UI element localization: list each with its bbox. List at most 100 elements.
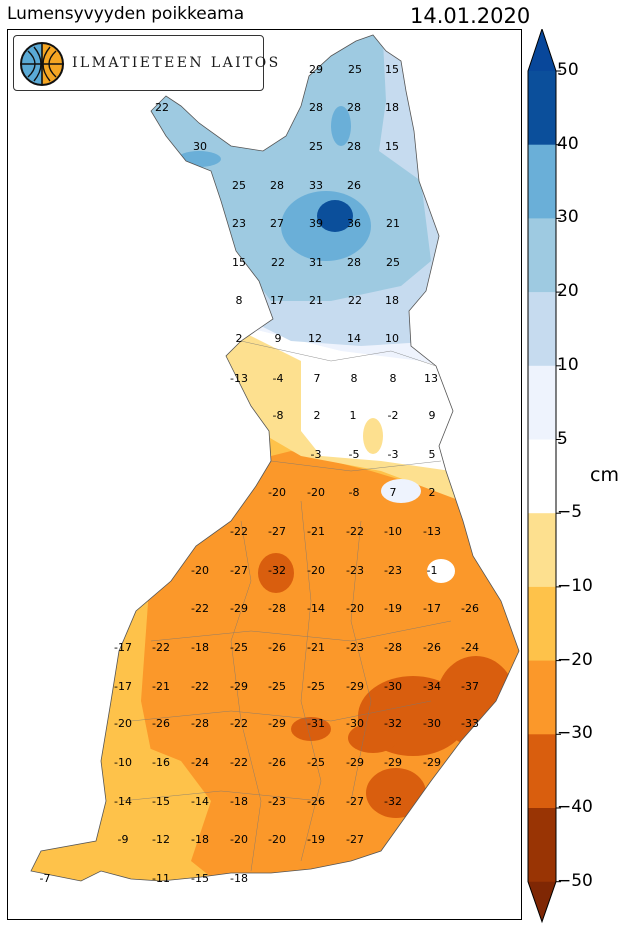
station-value: -29 — [384, 756, 402, 769]
station-value: -30 — [346, 717, 364, 730]
station-value: -18 — [191, 833, 209, 846]
colorbar-tick-label: −20 — [557, 649, 593, 670]
station-value: -29 — [268, 717, 286, 730]
station-value: -28 — [384, 641, 402, 654]
colorbar-segment — [528, 513, 556, 588]
station-value: 5 — [429, 448, 436, 461]
station-value: -31 — [307, 717, 325, 730]
station-value: 14 — [347, 332, 361, 345]
station-value: 12 — [308, 332, 322, 345]
station-value: -23 — [268, 795, 286, 808]
station-value: -20 — [268, 486, 286, 499]
station-value: -3 — [311, 448, 322, 461]
station-value: -23 — [346, 564, 364, 577]
station-value: 22 — [155, 101, 169, 114]
station-value: 28 — [347, 101, 361, 114]
station-value: -2 — [388, 409, 399, 422]
map-date: 14.01.2020 — [410, 4, 531, 28]
colorbar-segment — [528, 439, 556, 514]
station-value: 2 — [314, 409, 321, 422]
station-value: 25 — [348, 63, 362, 76]
colorbar-under-arrow — [528, 881, 556, 922]
fmi-logo-icon — [20, 42, 64, 86]
station-value: -14 — [307, 602, 325, 615]
colorbar-segment — [528, 365, 556, 440]
colorbar-tick-label: 40 — [557, 133, 579, 154]
station-value: -30 — [423, 717, 441, 730]
station-value: -17 — [114, 680, 132, 693]
station-value: -28 — [268, 602, 286, 615]
station-value: -22 — [191, 680, 209, 693]
station-value: -27 — [230, 564, 248, 577]
station-value: -27 — [346, 833, 364, 846]
colorbar-tick-label: 10 — [557, 354, 579, 375]
station-value: -1 — [427, 564, 438, 577]
station-value: -23 — [346, 641, 364, 654]
colorbar-tick-label: −10 — [557, 575, 593, 596]
map-title: Lumensyvyyden poikkeama — [7, 4, 245, 24]
station-value: -12 — [152, 833, 170, 846]
station-value: -24 — [191, 756, 209, 769]
station-value: 28 — [270, 179, 284, 192]
station-value: 25 — [232, 179, 246, 192]
station-value: 8 — [236, 294, 243, 307]
station-value: 18 — [385, 294, 399, 307]
logo-box: ILMATIETEEN LAITOS — [13, 35, 278, 91]
station-value: -22 — [346, 525, 364, 538]
station-value: 36 — [347, 217, 361, 230]
station-value: 28 — [347, 140, 361, 153]
colorbar-tick-label: 5 — [557, 428, 568, 449]
station-value: -22 — [230, 525, 248, 538]
station-value: -23 — [384, 564, 402, 577]
station-value: -26 — [461, 602, 479, 615]
station-value: -24 — [461, 641, 479, 654]
station-value: -11 — [152, 872, 170, 885]
station-value: -20 — [307, 486, 325, 499]
station-value: -19 — [384, 602, 402, 615]
station-value: -17 — [114, 641, 132, 654]
station-value: -21 — [307, 525, 325, 538]
station-value: -3 — [388, 448, 399, 461]
station-value: 8 — [351, 372, 358, 385]
station-value: -25 — [307, 756, 325, 769]
station-value: 28 — [347, 256, 361, 269]
map-panel: 29 25 15 22 28 28 18 30 25 28 15 25 28 33 26 23 27 39 36 21… — [7, 29, 522, 920]
station-value: -20 — [114, 717, 132, 730]
station-value: 10 — [385, 332, 399, 345]
station-value: -17 — [423, 602, 441, 615]
station-value: 26 — [347, 179, 361, 192]
station-value: 18 — [385, 101, 399, 114]
station-value: -27 — [346, 795, 364, 808]
station-value: -20 — [307, 564, 325, 577]
logo-text: ILMATIETEEN LAITOS — [72, 55, 281, 71]
station-value: 15 — [232, 256, 246, 269]
station-value: -16 — [152, 756, 170, 769]
station-value: -8 — [349, 486, 360, 499]
station-value: -37 — [461, 680, 479, 693]
station-value: 15 — [385, 140, 399, 153]
station-value: -26 — [307, 795, 325, 808]
station-value: -20 — [191, 564, 209, 577]
station-value: -29 — [230, 602, 248, 615]
station-value: 22 — [271, 256, 285, 269]
colorbar-unit: cm — [590, 464, 619, 486]
station-value: -29 — [346, 756, 364, 769]
station-value: -13 — [230, 372, 248, 385]
station-value: -29 — [346, 680, 364, 693]
colorbar — [527, 29, 561, 924]
station-value: -20 — [268, 833, 286, 846]
station-value: -22 — [230, 756, 248, 769]
colorbar-tick-label: −50 — [557, 870, 593, 891]
station-value: 7 — [390, 486, 397, 499]
colorbar-tick-label: −40 — [557, 797, 593, 817]
station-value: 8 — [390, 372, 397, 385]
colorbar-tick-label: 50 — [557, 60, 579, 80]
station-value: 31 — [309, 256, 323, 269]
station-value: 28 — [309, 101, 323, 114]
station-value: -26 — [268, 756, 286, 769]
station-value: -33 — [461, 717, 479, 730]
station-value: -22 — [230, 717, 248, 730]
station-value: -13 — [423, 525, 441, 538]
station-value: -25 — [268, 680, 286, 693]
station-value: -25 — [230, 641, 248, 654]
